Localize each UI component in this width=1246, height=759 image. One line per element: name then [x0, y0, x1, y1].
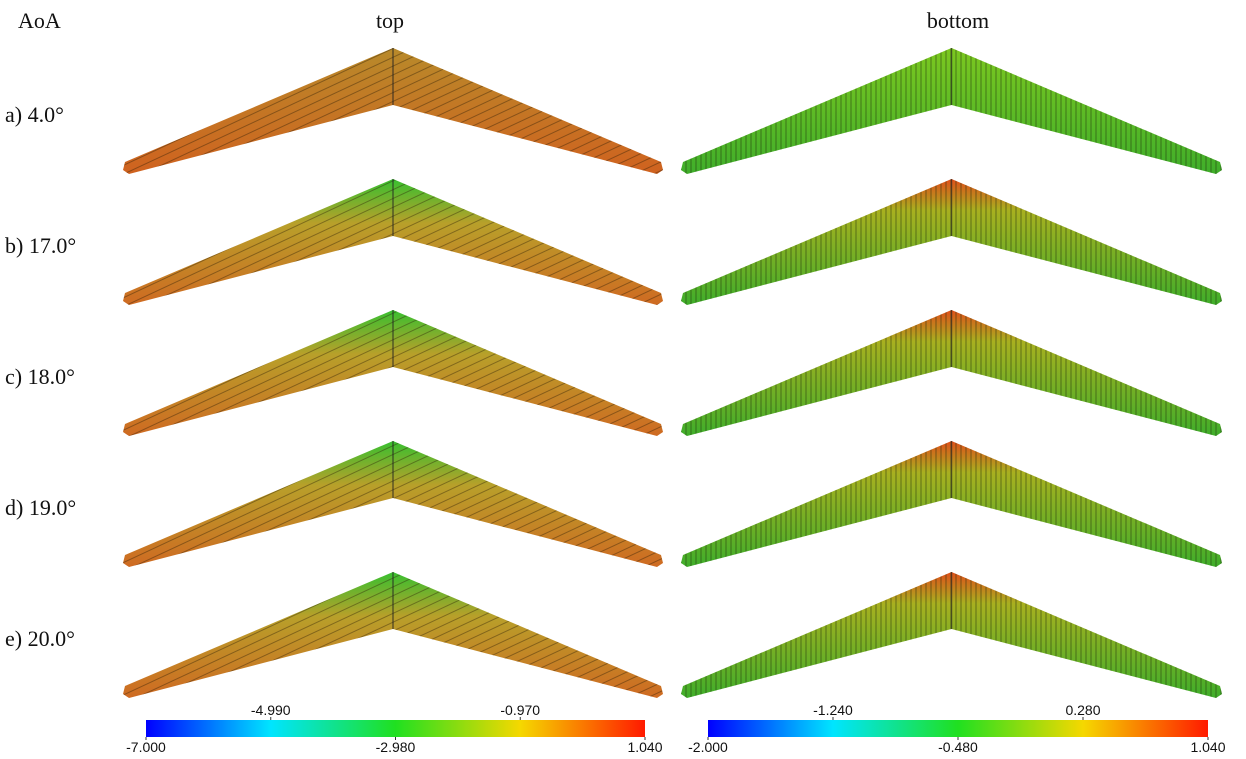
tick-label: 1.040 [1190, 739, 1225, 755]
tick-label: -0.480 [938, 739, 978, 755]
tick-label: -4.990 [251, 702, 291, 718]
column-header: bottom [927, 8, 989, 33]
aoa-header: AoA [18, 8, 61, 33]
tick-label: 1.040 [627, 739, 662, 755]
colorbars: -7.000 -4.990 -2.980 -0.970 1.040 -2.000 -1.24… [126, 702, 1226, 755]
row-label: b) 17.0° [5, 233, 76, 258]
tick-label: -1.240 [813, 702, 853, 718]
row-label: c) 18.0° [5, 364, 75, 389]
row-label: a) 4.0° [5, 102, 64, 127]
figure: AoA top bottom -7.000 -4.990 -2.980 -0.970 1… [0, 0, 1246, 759]
tick-label: 0.280 [1065, 702, 1100, 718]
colorbar [708, 720, 1208, 737]
colorbar [146, 720, 645, 737]
tick-label: -0.970 [500, 702, 540, 718]
column-header: top [376, 8, 404, 33]
tick-label: -2.980 [376, 739, 416, 755]
tick-label: -7.000 [126, 739, 166, 755]
row-label: d) 19.0° [5, 495, 76, 520]
tick-label: -2.000 [688, 739, 728, 755]
row-label: e) 20.0° [5, 626, 75, 651]
wings [123, 48, 1222, 698]
